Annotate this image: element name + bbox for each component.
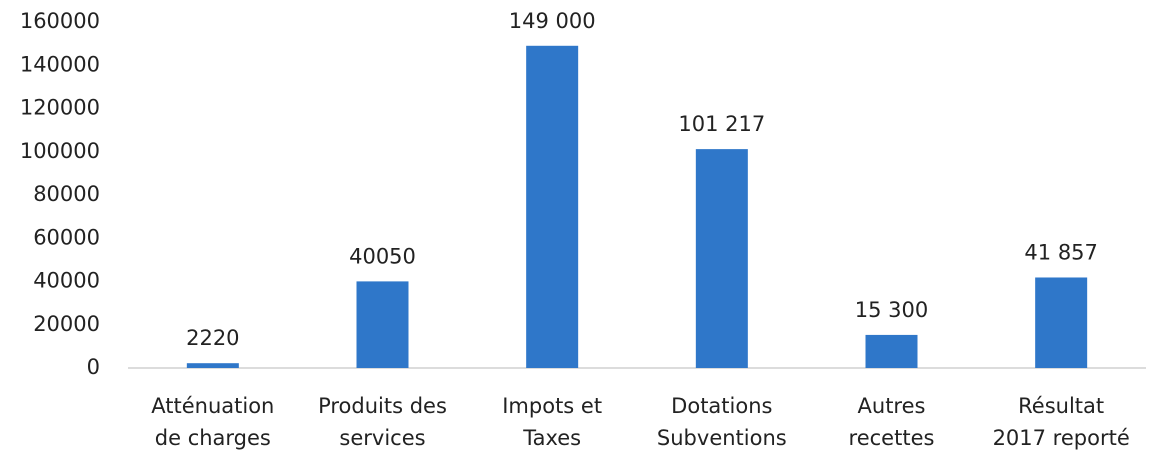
bar — [695, 149, 748, 368]
bar — [526, 45, 579, 368]
x-tick-label: Produits des — [318, 394, 447, 418]
bar — [186, 363, 239, 368]
x-tick-label: services — [339, 426, 425, 450]
bar — [865, 334, 918, 368]
x-tick-label: Taxes — [522, 426, 581, 450]
value-label: 41 857 — [1024, 240, 1097, 264]
x-tick-label: Dotations — [671, 394, 772, 418]
x-tick-label: de charges — [155, 426, 271, 450]
y-tick-label: 0 — [87, 355, 100, 379]
value-label: 149 000 — [509, 9, 596, 33]
value-label: 40050 — [349, 244, 416, 268]
y-tick-label: 20000 — [33, 312, 100, 336]
x-tick-label: Atténuation — [151, 394, 274, 418]
value-label: 2220 — [186, 326, 239, 350]
y-tick-label: 40000 — [33, 269, 100, 293]
y-tick-label: 160000 — [20, 9, 100, 33]
x-tick-label: Impots et — [502, 394, 602, 418]
x-tick-label: Subventions — [657, 426, 787, 450]
x-tick-label: recettes — [849, 426, 935, 450]
y-tick-label: 80000 — [33, 182, 100, 206]
bar — [356, 281, 409, 368]
bar — [1035, 277, 1088, 368]
y-tick-label: 100000 — [20, 139, 100, 163]
x-tick-label: 2017 reporté — [993, 426, 1130, 450]
x-tick-label: Autres — [858, 394, 926, 418]
y-tick-label: 60000 — [33, 225, 100, 249]
y-tick-label: 120000 — [20, 96, 100, 120]
x-tick-label: Résultat — [1018, 394, 1104, 418]
value-label: 15 300 — [855, 298, 928, 322]
value-label: 101 217 — [678, 112, 765, 136]
y-tick-label: 140000 — [20, 52, 100, 76]
